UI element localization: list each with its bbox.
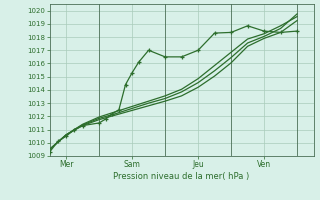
X-axis label: Pression niveau de la mer( hPa ): Pression niveau de la mer( hPa ): [114, 172, 250, 181]
